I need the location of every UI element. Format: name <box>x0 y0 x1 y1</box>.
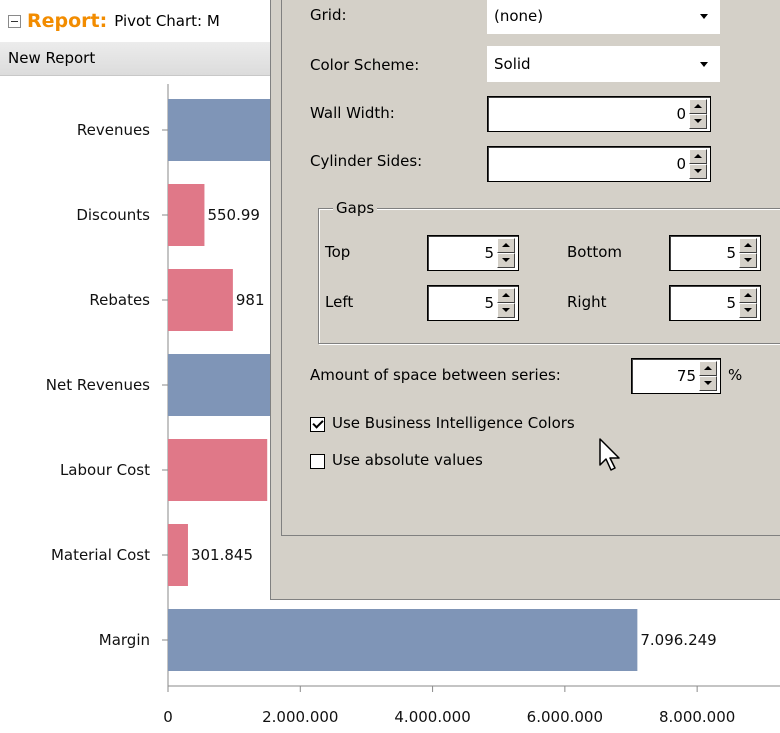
chevron-down-icon[interactable] <box>689 47 719 81</box>
x-tick-label: 6.000.000 <box>527 708 603 726</box>
chart-properties-panel: Grid: (none) Color Scheme: Solid Wall Wi… <box>270 0 780 600</box>
gap-top-spinner[interactable]: 5 <box>427 235 519 271</box>
x-tick-label: 2.000.000 <box>262 708 338 726</box>
category-label: Labour Cost <box>60 461 150 479</box>
spin-down-icon[interactable] <box>497 253 515 268</box>
x-tick-label: 4.000.000 <box>394 708 470 726</box>
report-subtitle-bar: New Report <box>0 42 290 76</box>
series-space-spinner[interactable]: 75 <box>631 358 721 394</box>
color-scheme-label: Color Scheme: <box>310 56 420 74</box>
category-label: Revenues <box>77 121 150 139</box>
gaps-group: Gaps Top 5 Bottom 5 Left 5 Right 5 <box>318 199 780 344</box>
wall-width-spinner[interactable]: 0 <box>487 96 711 132</box>
grid-label: Grid: <box>310 6 347 24</box>
gap-bottom-value: 5 <box>726 244 736 262</box>
category-label: Margin <box>99 631 150 649</box>
spin-up-icon[interactable] <box>699 361 717 376</box>
category-label: Discounts <box>76 206 150 224</box>
bar-labour-cost <box>168 439 268 501</box>
series-space-label: Amount of space between series: <box>310 366 561 384</box>
category-label: Rebates <box>89 291 150 309</box>
mouse-cursor-icon <box>599 438 620 471</box>
spin-down-icon[interactable] <box>689 164 707 179</box>
grid-select-value: (none) <box>494 7 544 25</box>
spin-up-icon[interactable] <box>689 99 707 114</box>
chevron-down-icon[interactable] <box>689 0 719 33</box>
collapse-icon[interactable] <box>8 14 21 28</box>
cylinder-sides-value: 0 <box>676 155 686 173</box>
bi-colors-checkbox[interactable] <box>310 417 325 432</box>
data-label: 7.096.249 <box>640 631 716 649</box>
cylinder-sides-spinner[interactable]: 0 <box>487 146 711 182</box>
bar-margin <box>168 609 638 671</box>
spin-down-icon[interactable] <box>739 303 757 318</box>
grid-select[interactable]: (none) <box>487 0 720 34</box>
gap-left-label: Left <box>325 293 354 311</box>
data-label: 301.845 <box>191 546 253 564</box>
color-scheme-select[interactable]: Solid <box>487 46 720 82</box>
spin-up-icon[interactable] <box>497 238 515 253</box>
wall-width-value: 0 <box>676 105 686 123</box>
bar-material-cost <box>168 524 188 586</box>
series-space-unit: % <box>728 366 743 384</box>
cylinder-sides-label: Cylinder Sides: <box>310 152 423 170</box>
gap-bottom-label: Bottom <box>567 243 623 261</box>
gap-right-spinner[interactable]: 5 <box>669 285 761 321</box>
gap-left-spinner[interactable]: 5 <box>427 285 519 321</box>
spin-down-icon[interactable] <box>739 253 757 268</box>
x-tick-label: 8.000.000 <box>659 708 735 726</box>
x-tick-label: 0 <box>163 708 173 726</box>
gap-left-value: 5 <box>484 294 494 312</box>
category-label: Material Cost <box>51 546 150 564</box>
gap-top-label: Top <box>325 243 351 261</box>
category-label: Net Revenues <box>46 376 150 394</box>
panel-content: Grid: (none) Color Scheme: Solid Wall Wi… <box>281 0 780 536</box>
report-subtitle: New Report <box>8 49 96 67</box>
absolute-values-label: Use absolute values <box>332 451 483 469</box>
wall-width-label: Wall Width: <box>310 104 395 122</box>
bar-discounts <box>168 184 205 246</box>
gap-right-label: Right <box>567 293 607 311</box>
spin-up-icon[interactable] <box>689 149 707 164</box>
gap-bottom-spinner[interactable]: 5 <box>669 235 761 271</box>
bi-colors-label: Use Business Intelligence Colors <box>332 414 575 432</box>
gaps-title: Gaps <box>333 199 378 217</box>
spin-down-icon[interactable] <box>689 114 707 129</box>
report-header: Report: Pivot Chart: M <box>0 0 290 42</box>
spin-down-icon[interactable] <box>497 303 515 318</box>
data-label: 550.99 <box>207 206 259 224</box>
spin-down-icon[interactable] <box>699 376 717 391</box>
spin-up-icon[interactable] <box>497 288 515 303</box>
color-scheme-value: Solid <box>494 55 531 73</box>
report-label: Report: <box>27 10 108 32</box>
series-space-value: 75 <box>676 367 696 385</box>
report-title: Pivot Chart: M <box>114 12 220 30</box>
spin-up-icon[interactable] <box>739 238 757 253</box>
data-label: 981 <box>236 291 265 309</box>
spin-up-icon[interactable] <box>739 288 757 303</box>
gap-top-value: 5 <box>484 244 494 262</box>
absolute-values-checkbox[interactable] <box>310 454 325 469</box>
gap-right-value: 5 <box>726 294 736 312</box>
bar-rebates <box>168 269 233 331</box>
